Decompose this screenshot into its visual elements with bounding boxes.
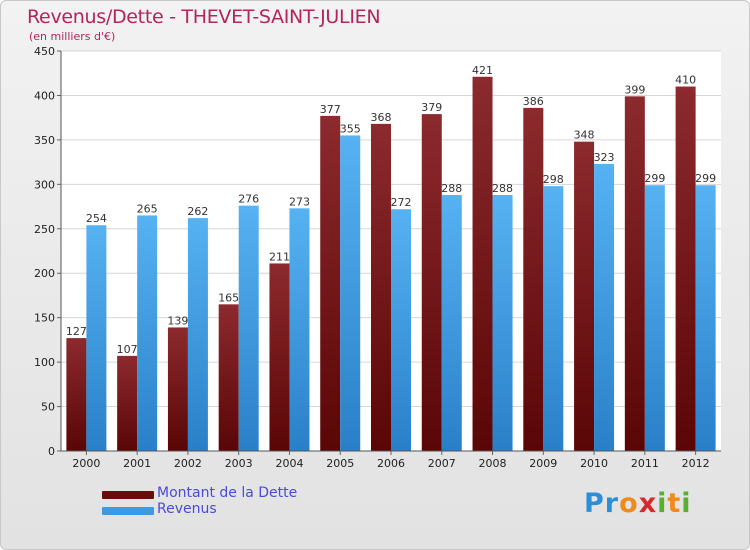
y-tick-label: 100 (34, 356, 55, 369)
data-label-revenue-2000: 254 (86, 212, 107, 225)
data-label-revenue-2009: 298 (543, 173, 564, 186)
bar-debt-2007 (421, 114, 442, 451)
x-tick-label-2010: 2010 (580, 457, 608, 470)
x-tick-label-2011: 2011 (631, 457, 659, 470)
x-tick-label-2002: 2002 (174, 457, 202, 470)
x-tick-label-2009: 2009 (529, 457, 557, 470)
data-label-revenue-2011: 299 (644, 172, 665, 185)
x-tick-label-2003: 2003 (225, 457, 253, 470)
y-tick-label: 0 (48, 445, 55, 458)
bar-revenue-2010 (594, 163, 615, 451)
data-label-revenue-2010: 323 (594, 151, 615, 164)
legend-swatch-revenue (102, 507, 154, 515)
bar-revenue-2012 (695, 185, 716, 451)
bar-debt-2000 (66, 338, 87, 451)
x-tick-label-2007: 2007 (428, 457, 456, 470)
bar-debt-2001 (117, 355, 138, 451)
y-tick-label: 200 (34, 267, 55, 280)
data-label-debt-2009: 386 (523, 95, 544, 108)
data-label-debt-2001: 107 (117, 343, 138, 356)
data-label-revenue-2012: 299 (695, 172, 716, 185)
bar-debt-2012 (675, 86, 696, 452)
bar-revenue-2001 (137, 215, 158, 451)
data-label-revenue-2001: 265 (137, 202, 158, 215)
data-label-debt-2012: 410 (675, 74, 696, 87)
bar-revenue-2000 (86, 225, 107, 451)
bar-debt-2010 (574, 141, 595, 451)
bar-debt-2005 (320, 115, 341, 451)
legend-label-debt: Montant de la Dette (157, 485, 298, 501)
data-label-revenue-2008: 288 (492, 182, 513, 195)
x-tick-label-2004: 2004 (275, 457, 303, 470)
y-tick-label: 450 (34, 45, 55, 58)
bar-revenue-2002 (187, 218, 208, 451)
bar-debt-2011 (624, 96, 645, 451)
bar-debt-2009 (523, 107, 544, 451)
x-tick-label-2005: 2005 (326, 457, 354, 470)
bar-debt-2003 (218, 304, 239, 451)
data-label-debt-2010: 348 (574, 129, 595, 142)
bar-debt-2006 (371, 123, 391, 451)
data-label-debt-2011: 399 (624, 83, 645, 96)
y-tick-label: 150 (34, 312, 55, 325)
data-label-revenue-2005: 355 (340, 122, 361, 135)
bar-debt-2002 (167, 327, 188, 451)
data-label-debt-2006: 368 (371, 111, 392, 124)
data-label-debt-2007: 379 (421, 101, 442, 114)
x-tick-label-2008: 2008 (479, 457, 507, 470)
data-label-revenue-2007: 288 (441, 182, 462, 195)
y-tick-label: 300 (34, 178, 55, 191)
axes: 0 50 100 150 200 250 300 350 400 450 2000 2001 2002 2… (34, 45, 721, 470)
data-label-debt-2003: 165 (218, 291, 239, 304)
bar-revenue-2011 (644, 185, 665, 451)
proxiti-logo: Proxiti (584, 488, 692, 519)
bar-revenue-2007 (441, 195, 462, 451)
bar-revenue-2008 (492, 195, 513, 451)
x-tick-label-2001: 2001 (123, 457, 151, 470)
data-label-revenue-2003: 276 (238, 193, 259, 206)
bar-revenue-2006 (391, 209, 411, 451)
bar-revenue-2009 (543, 186, 564, 451)
chart-subtitle: (en milliers d'€) (29, 30, 116, 43)
bar-revenue-2003 (238, 205, 259, 451)
data-label-debt-2000: 127 (66, 325, 87, 338)
y-tick-label: 250 (34, 223, 55, 236)
x-tick-label-2000: 2000 (72, 457, 100, 470)
legend-label-revenue: Revenus (157, 501, 217, 517)
data-label-debt-2005: 377 (320, 103, 341, 116)
x-tick-label-2006: 2006 (377, 457, 405, 470)
data-label-debt-2002: 139 (167, 314, 188, 327)
data-label-revenue-2004: 273 (289, 195, 310, 208)
data-label-debt-2008: 421 (472, 64, 493, 77)
bar-debt-2004 (269, 263, 290, 451)
chart-title: Revenus/Dette - THEVET-SAINT-JULIEN (27, 6, 381, 28)
data-label-debt-2004: 211 (269, 250, 290, 263)
y-tick-label: 350 (34, 134, 55, 147)
bars (66, 76, 716, 452)
bar-revenue-2005 (340, 135, 361, 451)
y-tick-label: 50 (41, 401, 55, 414)
legend-swatch-debt (102, 491, 154, 499)
bar-revenue-2004 (289, 208, 310, 451)
bar-debt-2008 (472, 76, 493, 452)
data-label-revenue-2002: 262 (187, 205, 208, 218)
data-label-revenue-2006: 272 (391, 196, 412, 209)
y-tick-label: 400 (34, 89, 55, 102)
x-tick-label-2012: 2012 (682, 457, 710, 470)
data-labels: 127 254 107 265 139 262 165 276 211 273 377 355 368 2… (66, 64, 716, 356)
